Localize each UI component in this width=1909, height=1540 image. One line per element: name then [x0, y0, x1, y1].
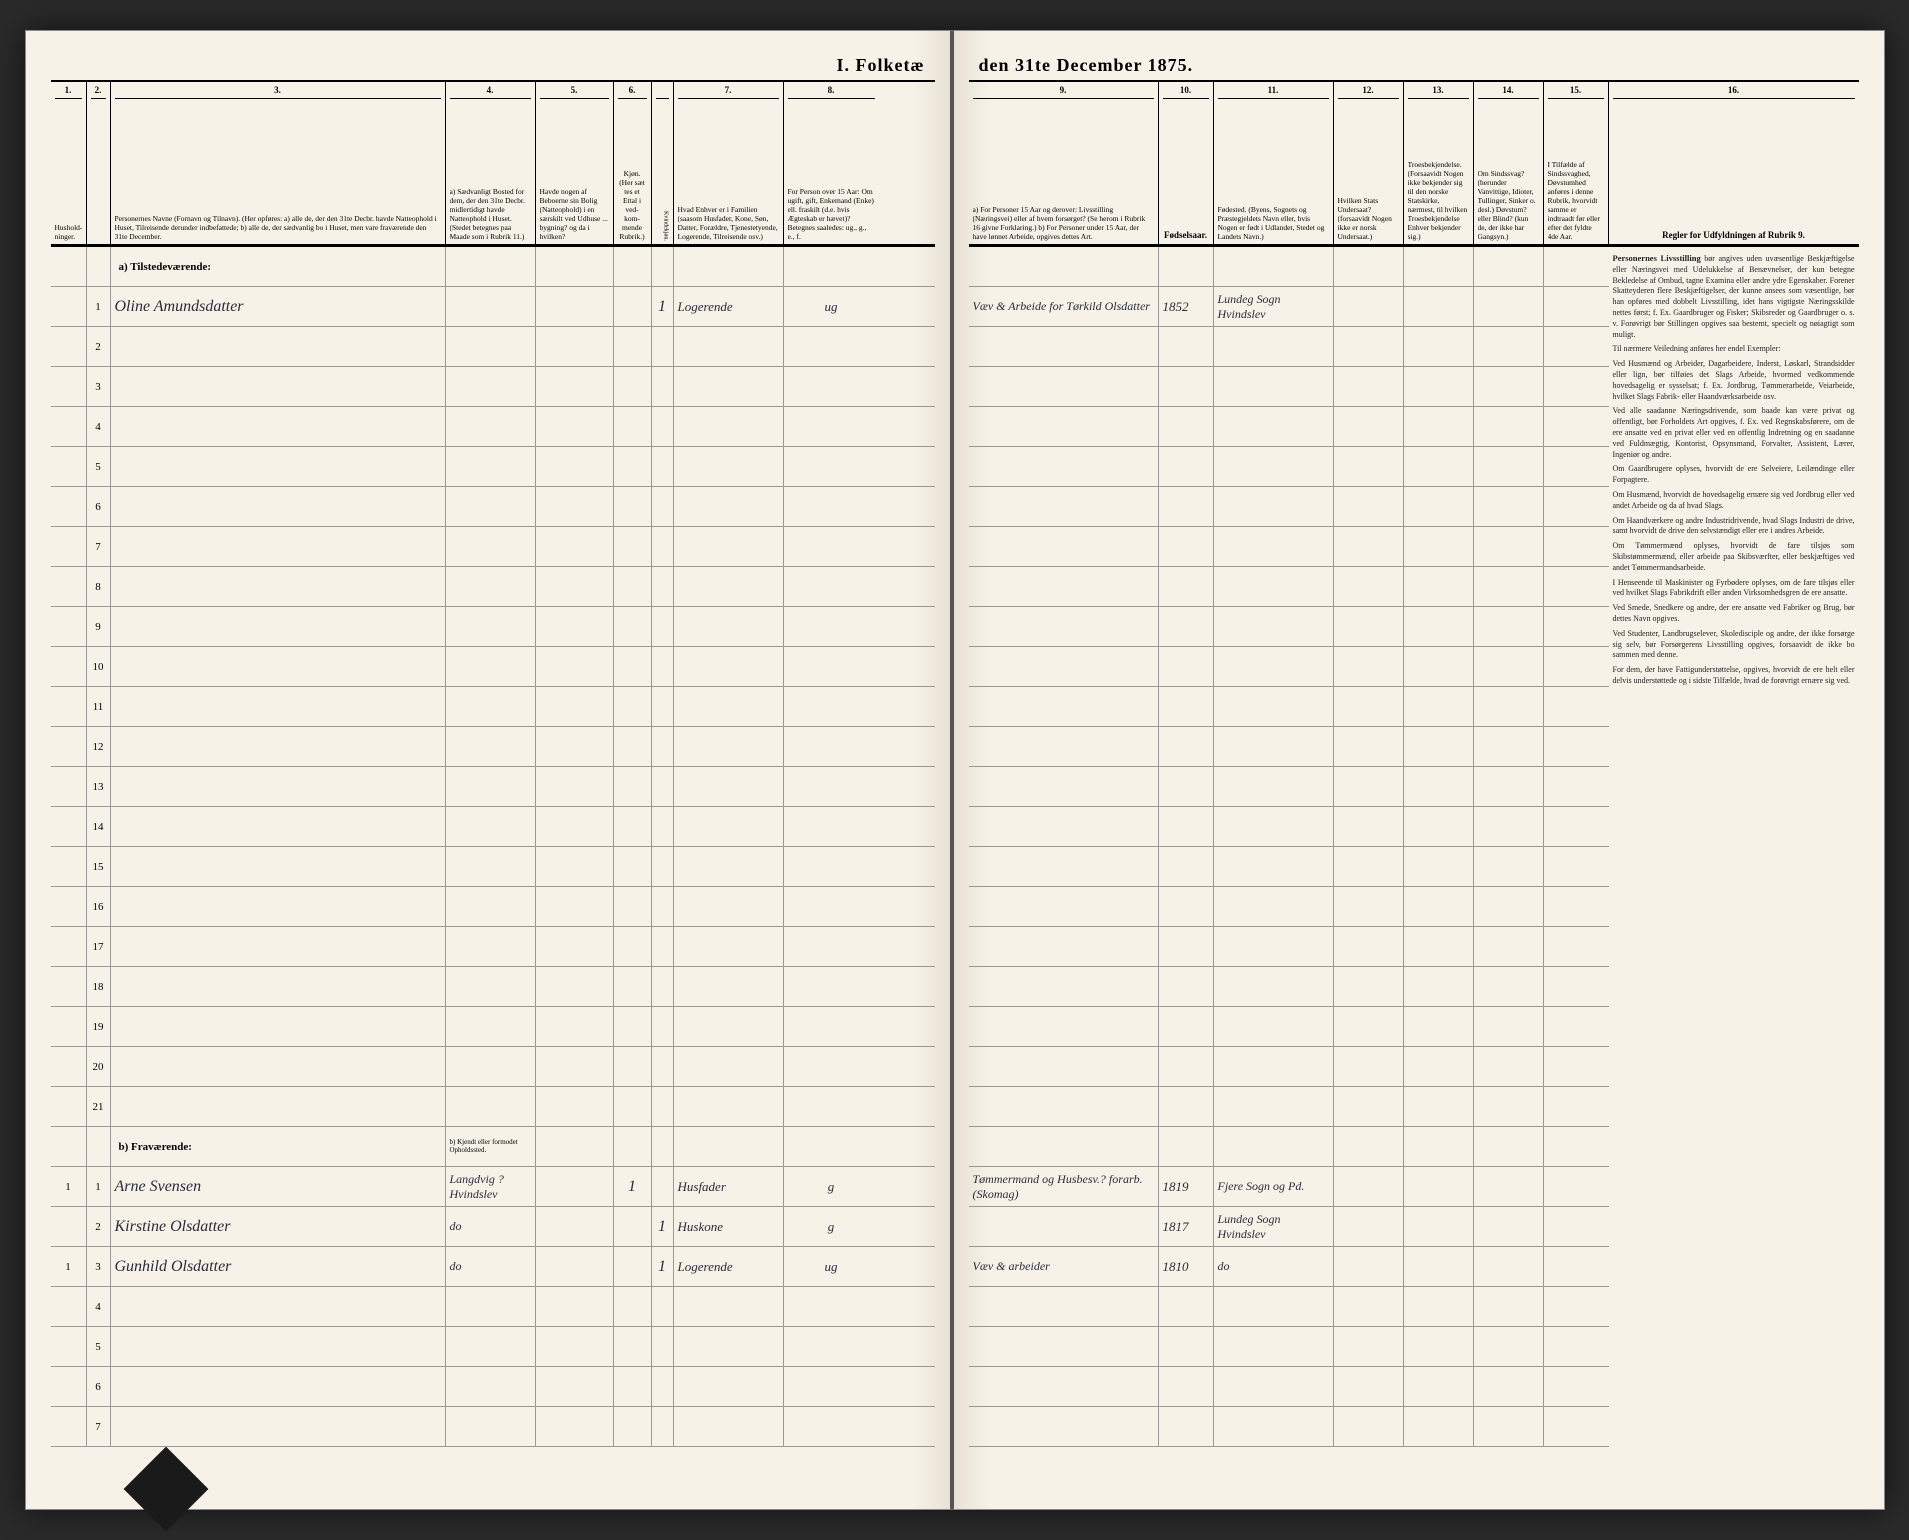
- table-row: 18: [51, 967, 935, 1007]
- table-row: [969, 527, 1609, 567]
- instructions-column: Personernes Livsstilling bør angives ude…: [1609, 247, 1859, 1447]
- table-row: 11: [51, 687, 935, 727]
- table-row: 7: [51, 527, 935, 567]
- header-row-right: 9.a) For Personer 15 Aar og derover: Liv…: [969, 82, 1859, 247]
- table-row: 6: [51, 487, 935, 527]
- table-row: [969, 687, 1609, 727]
- title-left: I. Folketæ: [51, 51, 935, 82]
- table-row: 1 Oline Amundsdatter 1 Logerende ug: [51, 287, 935, 327]
- table-row: 19: [51, 1007, 935, 1047]
- table-row: 10: [51, 647, 935, 687]
- table-row: 17: [51, 927, 935, 967]
- person-name: Oline Amundsdatter: [111, 287, 446, 326]
- table-row: 15: [51, 847, 935, 887]
- table-row: [969, 407, 1609, 447]
- table-row: [969, 607, 1609, 647]
- table-row: [969, 487, 1609, 527]
- table-row: 1 1 Arne Svensen Langdvig ? Hvindslev 1 …: [51, 1167, 935, 1207]
- table-row: 1817 Lundeg Sogn Hvindslev: [969, 1207, 1609, 1247]
- table-row: 2 Kirstine Olsdatter do 1 Huskone g: [51, 1207, 935, 1247]
- table-row: [969, 1287, 1609, 1327]
- table-row: 14: [51, 807, 935, 847]
- census-ledger-spread: I. Folketæ 1.Hushold- ninger. 2. 3.Perso…: [25, 30, 1885, 1510]
- table-row: [969, 1087, 1609, 1127]
- table-row: Tømmermand og Husbesv.? forarb. (Skomag)…: [969, 1167, 1609, 1207]
- table-row: 9: [51, 607, 935, 647]
- table-row: 4: [51, 407, 935, 447]
- table-row: 7: [51, 1407, 935, 1447]
- person-name: Kirstine Olsdatter: [111, 1207, 446, 1246]
- header-row-left: 1.Hushold- ninger. 2. 3.Personernes Navn…: [51, 82, 935, 247]
- table-row: [969, 967, 1609, 1007]
- table-row: 5: [51, 1327, 935, 1367]
- table-row: [969, 567, 1609, 607]
- table-row: [969, 327, 1609, 367]
- table-row: [969, 847, 1609, 887]
- table-row: 13: [51, 767, 935, 807]
- table-row: [969, 727, 1609, 767]
- table-row: 8: [51, 567, 935, 607]
- table-row: 12: [51, 727, 935, 767]
- right-page: den 31te December 1875. 9.a) For Persone…: [952, 30, 1885, 1510]
- person-name: Arne Svensen: [111, 1167, 446, 1206]
- table-row: 4: [51, 1287, 935, 1327]
- table-row: 5: [51, 447, 935, 487]
- data-area-left: a) Tilstedeværende: 1 Oline Amundsdatter…: [51, 247, 935, 1447]
- person-name: Gunhild Olsdatter: [111, 1247, 446, 1286]
- section-b-label: b) Fraværende:: [111, 1127, 446, 1166]
- bookmark-tab: [123, 1447, 208, 1532]
- table-row: [969, 1047, 1609, 1087]
- table-row: [969, 1007, 1609, 1047]
- table-row: [969, 1367, 1609, 1407]
- table-row: [969, 807, 1609, 847]
- table-row: 2: [51, 327, 935, 367]
- table-row: [969, 647, 1609, 687]
- table-row: 20: [51, 1047, 935, 1087]
- section-a-label: a) Tilstedeværende:: [111, 247, 446, 286]
- table-row: 3: [51, 367, 935, 407]
- left-page: I. Folketæ 1.Hushold- ninger. 2. 3.Perso…: [25, 30, 952, 1510]
- table-row: [969, 1327, 1609, 1367]
- data-area-right: Væv & Arbeide for Tørkild Olsdatter 1852…: [969, 247, 1609, 1447]
- title-right: den 31te December 1875.: [969, 51, 1859, 82]
- table-row: Væv & arbeider 1810 do: [969, 1247, 1609, 1287]
- table-row: [969, 367, 1609, 407]
- table-row: [969, 1407, 1609, 1447]
- table-row: 1 3 Gunhild Olsdatter do 1 Logerende ug: [51, 1247, 935, 1287]
- table-row: [969, 767, 1609, 807]
- table-row: 16: [51, 887, 935, 927]
- table-row: 21: [51, 1087, 935, 1127]
- table-row: [969, 447, 1609, 487]
- table-row: 6: [51, 1367, 935, 1407]
- table-row: [969, 887, 1609, 927]
- table-row: Væv & Arbeide for Tørkild Olsdatter 1852…: [969, 287, 1609, 327]
- table-row: [969, 927, 1609, 967]
